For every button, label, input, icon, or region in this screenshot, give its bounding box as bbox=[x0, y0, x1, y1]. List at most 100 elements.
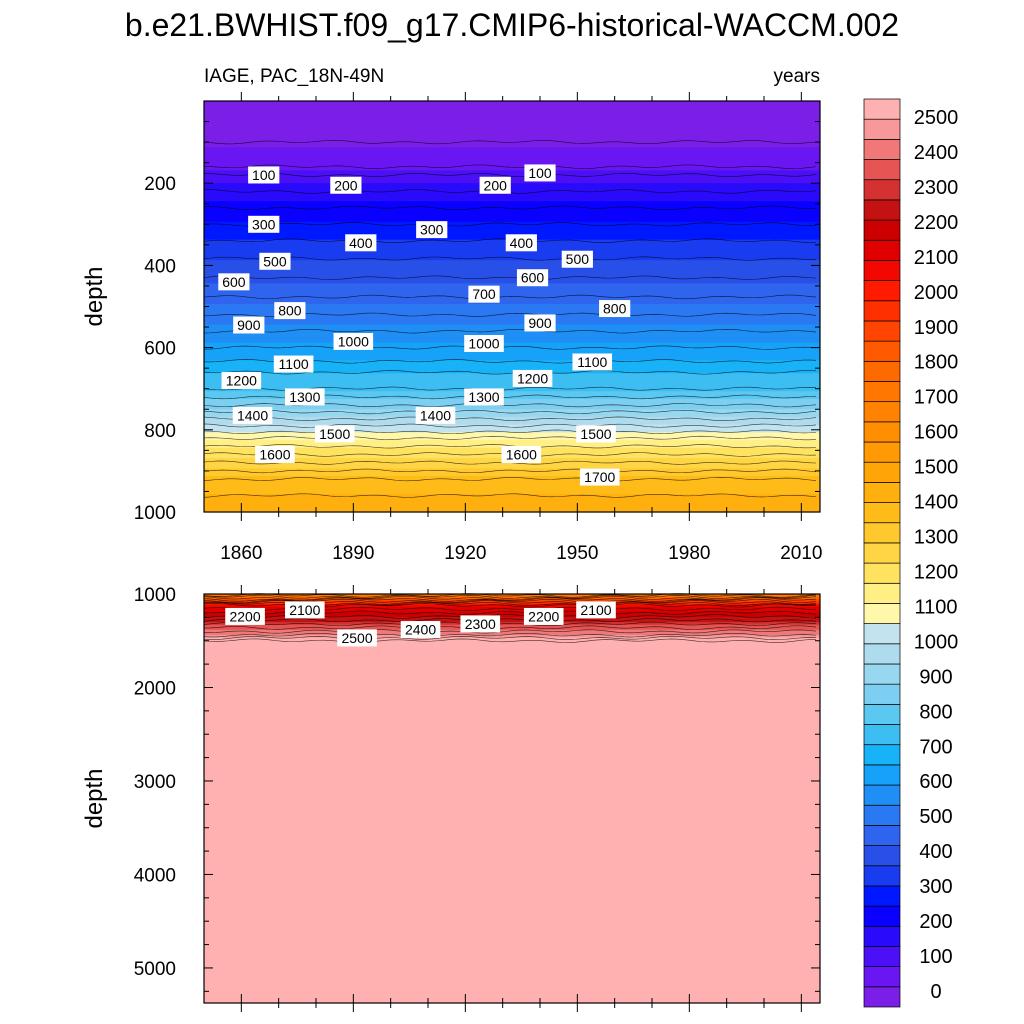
fill-band bbox=[204, 967, 820, 971]
fill-band bbox=[204, 188, 820, 192]
contour-label-text: 2400 bbox=[405, 622, 436, 638]
contour-label-text: 600 bbox=[222, 274, 246, 290]
fill-band bbox=[204, 663, 820, 667]
fill-band bbox=[204, 936, 820, 940]
fill-band bbox=[204, 729, 820, 733]
fill-band bbox=[204, 347, 820, 351]
colorbar: 0 100 200 300 400 500 600 700 800 900 1000 1100 1200… bbox=[863, 98, 959, 1008]
fill-band bbox=[204, 257, 820, 261]
panel-frame bbox=[203, 593, 821, 1004]
fill-band bbox=[204, 798, 820, 802]
contour-line bbox=[203, 635, 817, 641]
fill-band bbox=[204, 795, 820, 800]
fill-band bbox=[204, 129, 820, 133]
contour-label-box bbox=[285, 601, 325, 619]
fill-band bbox=[204, 916, 820, 920]
fill-band bbox=[204, 175, 820, 179]
contour-label-text: 2200 bbox=[229, 608, 260, 624]
fill-band bbox=[204, 882, 820, 887]
fill-band bbox=[204, 783, 820, 787]
contour-label-box bbox=[225, 607, 265, 625]
contour-label-box bbox=[572, 353, 613, 371]
contour-label-text: 800 bbox=[603, 301, 627, 317]
colorbar-box bbox=[863, 381, 901, 403]
contour-label-text: 1500 bbox=[319, 426, 350, 442]
contour-label-text: 2300 bbox=[465, 616, 496, 632]
fill-band bbox=[204, 979, 820, 984]
contour-label: 900 bbox=[233, 316, 265, 334]
contour-line bbox=[203, 164, 817, 169]
fill-band bbox=[204, 442, 820, 446]
fill-band bbox=[204, 987, 820, 991]
colorbar-box bbox=[863, 441, 901, 463]
fill-band bbox=[204, 360, 820, 364]
fill-band bbox=[204, 478, 820, 482]
fill-band bbox=[204, 755, 820, 759]
contour-line bbox=[203, 416, 817, 422]
fill-band bbox=[204, 962, 820, 966]
contour-line bbox=[203, 444, 817, 449]
fill-band bbox=[204, 601, 820, 605]
fill-band bbox=[204, 193, 820, 197]
fill-band bbox=[204, 206, 820, 210]
colorbar-tick-label: 700 bbox=[919, 736, 952, 758]
fill-band bbox=[204, 954, 820, 958]
fill-band bbox=[204, 434, 820, 439]
x-tick-label: 2010 bbox=[780, 543, 822, 564]
fill-band bbox=[204, 657, 820, 662]
fill-band bbox=[204, 134, 820, 138]
fill-band bbox=[204, 429, 820, 433]
contour-line bbox=[203, 629, 817, 634]
fill-band bbox=[204, 895, 820, 899]
fill-band bbox=[204, 941, 820, 945]
contour-label-box bbox=[416, 221, 448, 239]
contour-label-text: 200 bbox=[334, 177, 358, 193]
colorbar-box bbox=[863, 643, 901, 665]
colorbar-tick-label: 2500 bbox=[914, 107, 959, 129]
contour-label-box bbox=[259, 252, 291, 270]
contour-label-box bbox=[273, 355, 314, 373]
fill-band bbox=[204, 473, 820, 477]
fill-band bbox=[204, 665, 820, 669]
fill-band bbox=[204, 260, 820, 264]
fill-band bbox=[204, 288, 820, 292]
contour-label-text: 1400 bbox=[420, 407, 451, 423]
contour-label-box bbox=[512, 369, 553, 387]
fill-band bbox=[204, 969, 820, 973]
fill-band bbox=[204, 683, 820, 687]
fill-band bbox=[204, 229, 820, 233]
contour-line bbox=[203, 429, 817, 435]
contour-label: 800 bbox=[599, 300, 631, 318]
colorbar-tick-label: 1600 bbox=[914, 422, 959, 444]
fill-band bbox=[204, 780, 820, 784]
fill-band bbox=[204, 226, 820, 231]
fill-band bbox=[204, 409, 820, 413]
contour-label-box bbox=[505, 234, 537, 252]
fill-band bbox=[204, 905, 820, 910]
contour-label: 900 bbox=[524, 314, 556, 332]
fill-band bbox=[204, 391, 820, 395]
contour-label: 1100 bbox=[273, 355, 314, 373]
fill-band bbox=[204, 749, 820, 754]
contour-label-box bbox=[255, 445, 295, 463]
y-tick-label: 3000 bbox=[134, 772, 176, 793]
fill-band bbox=[204, 198, 820, 202]
fill-band bbox=[204, 645, 820, 649]
fill-band bbox=[204, 136, 820, 141]
fill-band bbox=[204, 788, 820, 792]
contour-label-box bbox=[285, 388, 325, 406]
contour-line bbox=[203, 409, 817, 415]
fill-band bbox=[204, 726, 820, 731]
fill-band bbox=[204, 877, 820, 881]
colorbar-box bbox=[863, 300, 901, 322]
colorbar-box bbox=[863, 744, 901, 766]
fill-band bbox=[204, 149, 820, 153]
fill-band bbox=[204, 162, 820, 166]
colorbar-box bbox=[863, 239, 901, 261]
y-tick-label: 600 bbox=[144, 339, 176, 360]
contour-label-box bbox=[599, 300, 631, 318]
fill-band bbox=[204, 691, 820, 695]
fill-band bbox=[204, 803, 820, 807]
